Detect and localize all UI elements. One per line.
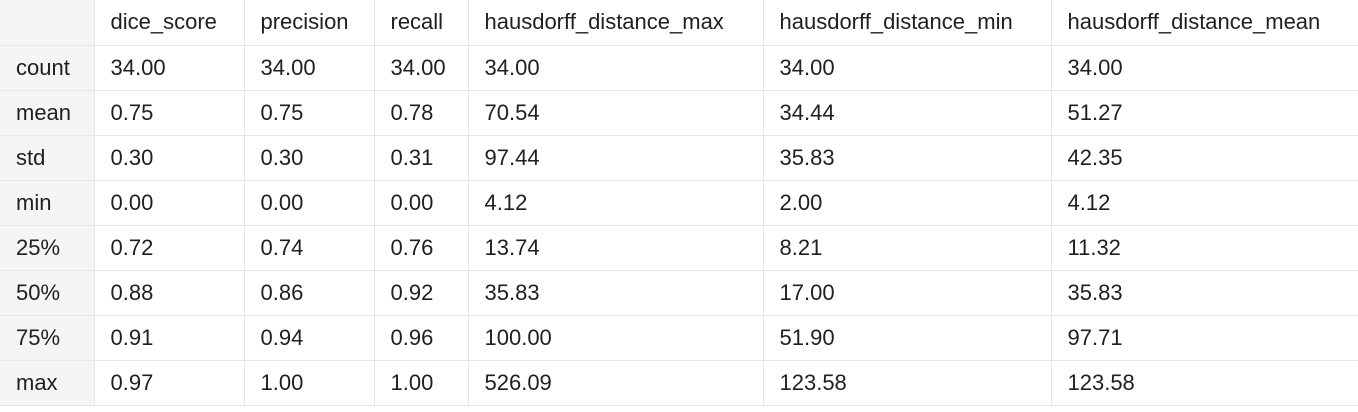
table-cell: 34.00 bbox=[94, 45, 245, 91]
table-row: 25% 0.72 0.74 0.76 13.74 8.21 11.32 bbox=[0, 225, 1358, 271]
table-cell: 0.96 bbox=[374, 315, 469, 361]
row-label-cell: 75% bbox=[0, 315, 95, 361]
table-cell: 51.90 bbox=[763, 315, 1052, 361]
table-cell: 0.91 bbox=[94, 315, 245, 361]
table-row: count 34.00 34.00 34.00 34.00 34.00 34.0… bbox=[0, 45, 1358, 91]
column-header-hausdorff-distance-mean: hausdorff_distance_mean bbox=[1051, 0, 1358, 46]
table-cell: 34.00 bbox=[468, 45, 764, 91]
row-label-cell: std bbox=[0, 135, 95, 181]
table-row: 75% 0.91 0.94 0.96 100.00 51.90 97.71 bbox=[0, 315, 1358, 361]
table-cell: 0.86 bbox=[244, 270, 375, 316]
corner-header-cell bbox=[0, 0, 95, 46]
table-cell: 34.00 bbox=[763, 45, 1052, 91]
table-cell: 100.00 bbox=[468, 315, 764, 361]
table-cell: 35.83 bbox=[1051, 270, 1358, 316]
table-cell: 4.12 bbox=[1051, 180, 1358, 226]
table-cell: 13.74 bbox=[468, 225, 764, 271]
table-cell: 51.27 bbox=[1051, 90, 1358, 136]
table-cell: 0.00 bbox=[374, 180, 469, 226]
table-cell: 0.00 bbox=[244, 180, 375, 226]
row-label-cell: count bbox=[0, 45, 95, 91]
table-cell: 34.44 bbox=[763, 90, 1052, 136]
table-cell: 0.76 bbox=[374, 225, 469, 271]
table-cell: 0.78 bbox=[374, 90, 469, 136]
row-label-cell: 50% bbox=[0, 270, 95, 316]
table-cell: 0.94 bbox=[244, 315, 375, 361]
table-cell: 0.75 bbox=[244, 90, 375, 136]
table-cell: 35.83 bbox=[763, 135, 1052, 181]
table-cell: 42.35 bbox=[1051, 135, 1358, 181]
table-cell: 8.21 bbox=[763, 225, 1052, 271]
column-header-hausdorff-distance-max: hausdorff_distance_max bbox=[468, 0, 764, 46]
table-cell: 0.30 bbox=[94, 135, 245, 181]
column-header-precision: precision bbox=[244, 0, 375, 46]
table-row: std 0.30 0.30 0.31 97.44 35.83 42.35 bbox=[0, 135, 1358, 181]
table-header: dice_score precision recall hausdorff_di… bbox=[0, 0, 1358, 46]
table-cell: 34.00 bbox=[244, 45, 375, 91]
row-label-cell: min bbox=[0, 180, 95, 226]
table-cell: 0.75 bbox=[94, 90, 245, 136]
table-cell: 0.74 bbox=[244, 225, 375, 271]
column-header-recall: recall bbox=[374, 0, 469, 46]
table-cell: 0.97 bbox=[94, 360, 245, 406]
column-header-hausdorff-distance-min: hausdorff_distance_min bbox=[763, 0, 1052, 46]
table-cell: 70.54 bbox=[468, 90, 764, 136]
table-row: min 0.00 0.00 0.00 4.12 2.00 4.12 bbox=[0, 180, 1358, 226]
table-cell: 0.72 bbox=[94, 225, 245, 271]
table-cell: 0.92 bbox=[374, 270, 469, 316]
table-cell: 2.00 bbox=[763, 180, 1052, 226]
row-label-cell: max bbox=[0, 360, 95, 406]
table-cell: 1.00 bbox=[374, 360, 469, 406]
table-cell: 0.30 bbox=[244, 135, 375, 181]
header-row: dice_score precision recall hausdorff_di… bbox=[0, 0, 1358, 46]
table-cell: 123.58 bbox=[1051, 360, 1358, 406]
column-header-dice-score: dice_score bbox=[94, 0, 245, 46]
table-cell: 97.44 bbox=[468, 135, 764, 181]
table-row: mean 0.75 0.75 0.78 70.54 34.44 51.27 bbox=[0, 90, 1358, 136]
table-cell: 526.09 bbox=[468, 360, 764, 406]
table-body: count 34.00 34.00 34.00 34.00 34.00 34.0… bbox=[0, 45, 1358, 406]
table-cell: 97.71 bbox=[1051, 315, 1358, 361]
table-cell: 35.83 bbox=[468, 270, 764, 316]
table-cell: 0.00 bbox=[94, 180, 245, 226]
table-cell: 17.00 bbox=[763, 270, 1052, 316]
table-cell: 1.00 bbox=[244, 360, 375, 406]
table-row: 50% 0.88 0.86 0.92 35.83 17.00 35.83 bbox=[0, 270, 1358, 316]
table-cell: 0.88 bbox=[94, 270, 245, 316]
row-label-cell: 25% bbox=[0, 225, 95, 271]
table-cell: 11.32 bbox=[1051, 225, 1358, 271]
table-cell: 123.58 bbox=[763, 360, 1052, 406]
table-row: max 0.97 1.00 1.00 526.09 123.58 123.58 bbox=[0, 360, 1358, 406]
table-cell: 0.31 bbox=[374, 135, 469, 181]
table-cell: 4.12 bbox=[468, 180, 764, 226]
row-label-cell: mean bbox=[0, 90, 95, 136]
table-cell: 34.00 bbox=[374, 45, 469, 91]
table-cell: 34.00 bbox=[1051, 45, 1358, 91]
